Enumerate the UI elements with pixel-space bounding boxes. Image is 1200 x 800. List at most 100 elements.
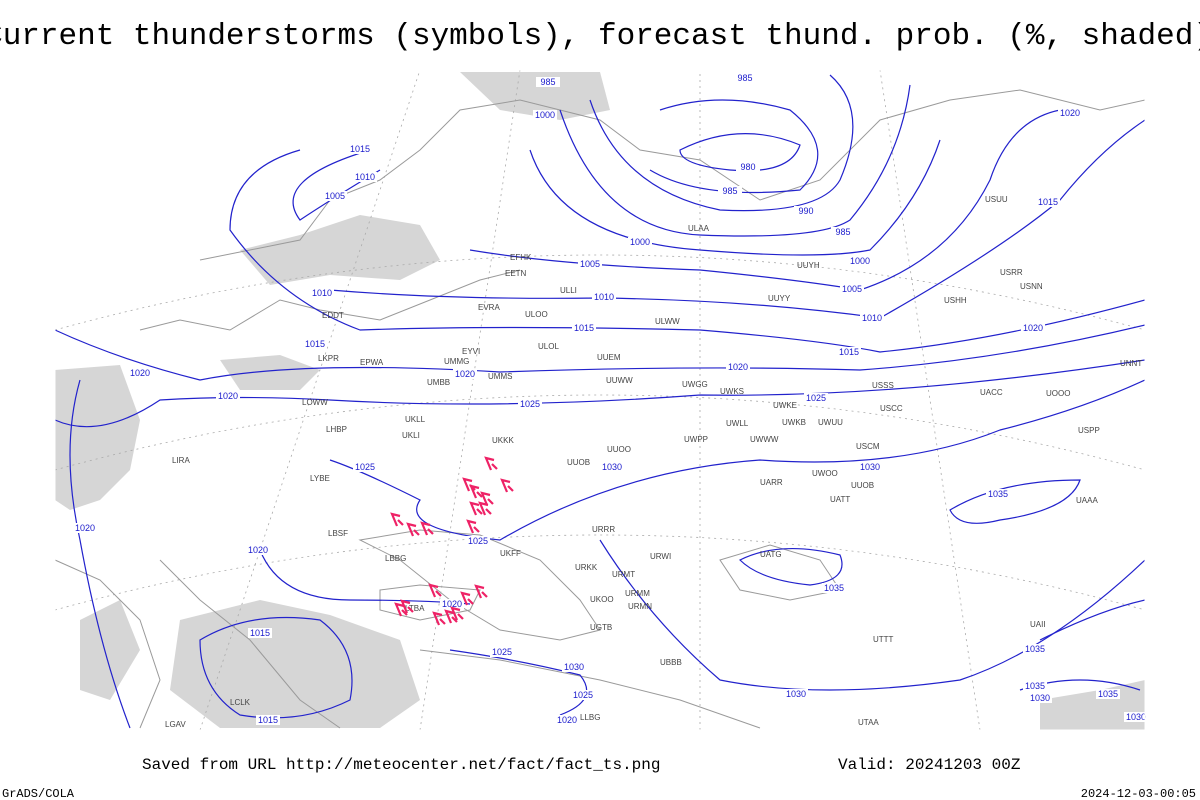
station-label: URRR	[592, 525, 615, 534]
isobar	[54, 324, 1146, 381]
isobar	[54, 359, 1146, 428]
station-label: URWI	[650, 552, 671, 561]
station-label: UGTB	[590, 623, 612, 632]
isobar-label: 1000	[630, 237, 650, 247]
isobar-label: 1015	[305, 339, 325, 349]
isobar-label-bg	[571, 690, 595, 700]
isobar-label-bg	[592, 292, 616, 302]
isobar-label-bg	[784, 689, 808, 699]
isobar-label-bg	[348, 144, 372, 154]
isobar-label-bg	[858, 462, 882, 472]
isobar-label: 1015	[350, 144, 370, 154]
isobar-label: 1025	[520, 399, 540, 409]
isobar-label: 1015	[258, 715, 278, 725]
station-label: UUYY	[768, 294, 791, 303]
thunderstorm-symbol	[469, 501, 483, 516]
isobar-label: 1020	[442, 599, 462, 609]
station-label: UACC	[980, 388, 1003, 397]
thunderstorm-symbol	[406, 522, 420, 537]
station-label: USNN	[1020, 282, 1043, 291]
isobar-label-bg	[128, 368, 152, 378]
isobar-label: 1035	[1025, 644, 1045, 654]
isobar	[559, 84, 911, 237]
isobar-label-bg	[628, 237, 652, 247]
isobar-label-bg	[353, 462, 377, 472]
station-label: UUWW	[606, 376, 633, 385]
thunderstorm-symbol	[500, 478, 514, 493]
station-label: LYBE	[310, 474, 330, 483]
thunderstorm-symbol	[394, 602, 408, 617]
isobar-label-bg	[1058, 108, 1082, 118]
isobar	[259, 549, 471, 605]
station-label: LBSF	[328, 529, 348, 538]
isobar-label: 1025	[355, 462, 375, 472]
station-label: ULLI	[560, 286, 577, 295]
thunderstorm-symbol	[469, 484, 483, 499]
station-label: USSS	[872, 381, 894, 390]
station-label: UUOB	[851, 481, 874, 490]
station-label: UWGG	[682, 380, 708, 389]
station-label: ULOO	[525, 310, 548, 319]
isobar-label: 1010	[594, 292, 614, 302]
station-label: UWKB	[782, 418, 806, 427]
title: Current thunderstorms (symbols), forecas…	[0, 19, 1200, 54]
thunderstorm-symbol	[432, 611, 446, 626]
isobar-label: 1020	[1060, 108, 1080, 118]
thunderstorm-symbol	[444, 609, 458, 624]
isobar	[529, 139, 941, 256]
station-label: LKPR	[318, 354, 339, 363]
isobar-label-bg	[248, 628, 272, 638]
isobar-label-bg	[1096, 689, 1120, 699]
station-label: USHH	[944, 296, 967, 305]
isobar-label-bg	[1023, 681, 1047, 691]
station-label: EYVI	[462, 347, 480, 356]
isobar-label: 1030	[786, 689, 806, 699]
isobar-label-bg	[323, 191, 347, 201]
station-label: UWWW	[750, 435, 779, 444]
isobar-label-bg	[536, 77, 560, 87]
isobar-label-bg	[831, 227, 855, 237]
station-label: UATT	[830, 495, 850, 504]
isobar-label: 1030	[564, 662, 584, 672]
isobar	[69, 379, 131, 729]
thunderstorm-symbol	[474, 584, 488, 599]
station-label: UUOO	[607, 445, 631, 454]
coastline	[419, 649, 761, 729]
isobar-label-bg	[736, 162, 760, 172]
station-label: USUU	[985, 195, 1008, 204]
isobar-label: 985	[835, 227, 850, 237]
isobar-label-bg	[733, 73, 757, 83]
graticule	[54, 69, 1146, 731]
thunderstorm-symbol	[478, 501, 492, 516]
isobar-label: 1015	[574, 323, 594, 333]
isobar-label-bg	[840, 284, 864, 294]
station-label: UBBB	[660, 658, 682, 667]
station-label: UKKK	[492, 436, 514, 445]
station-label: UNNT	[1120, 359, 1142, 368]
isobar-label: 985	[722, 186, 737, 196]
isobar-label: 990	[798, 206, 813, 216]
station-label: UWUU	[818, 418, 843, 427]
isobar-label-bg	[303, 339, 327, 349]
isobar-label: 1015	[839, 347, 859, 357]
isobar-label: 980	[740, 162, 755, 172]
isobar-label-bg	[718, 186, 742, 196]
isobar-label: 1015	[1038, 197, 1058, 207]
isobar-label-bg	[726, 362, 750, 372]
isobar-label: 1000	[535, 110, 555, 120]
coastline	[139, 269, 521, 331]
station-label: UMMG	[444, 357, 469, 366]
station-label: URMN	[628, 602, 652, 611]
station-label: UKOO	[590, 595, 614, 604]
isobar	[679, 133, 801, 172]
isobar-label-bg	[1124, 712, 1148, 722]
station-label: UTTT	[873, 635, 894, 644]
station-label: EFHK	[510, 253, 532, 262]
station-label: USCM	[856, 442, 880, 451]
station-label: LGAV	[165, 720, 186, 729]
isobar-label-bg	[1021, 323, 1045, 333]
isobar-label-bg	[986, 489, 1010, 499]
station-label: UKLL	[405, 415, 426, 424]
isobar	[292, 149, 381, 221]
